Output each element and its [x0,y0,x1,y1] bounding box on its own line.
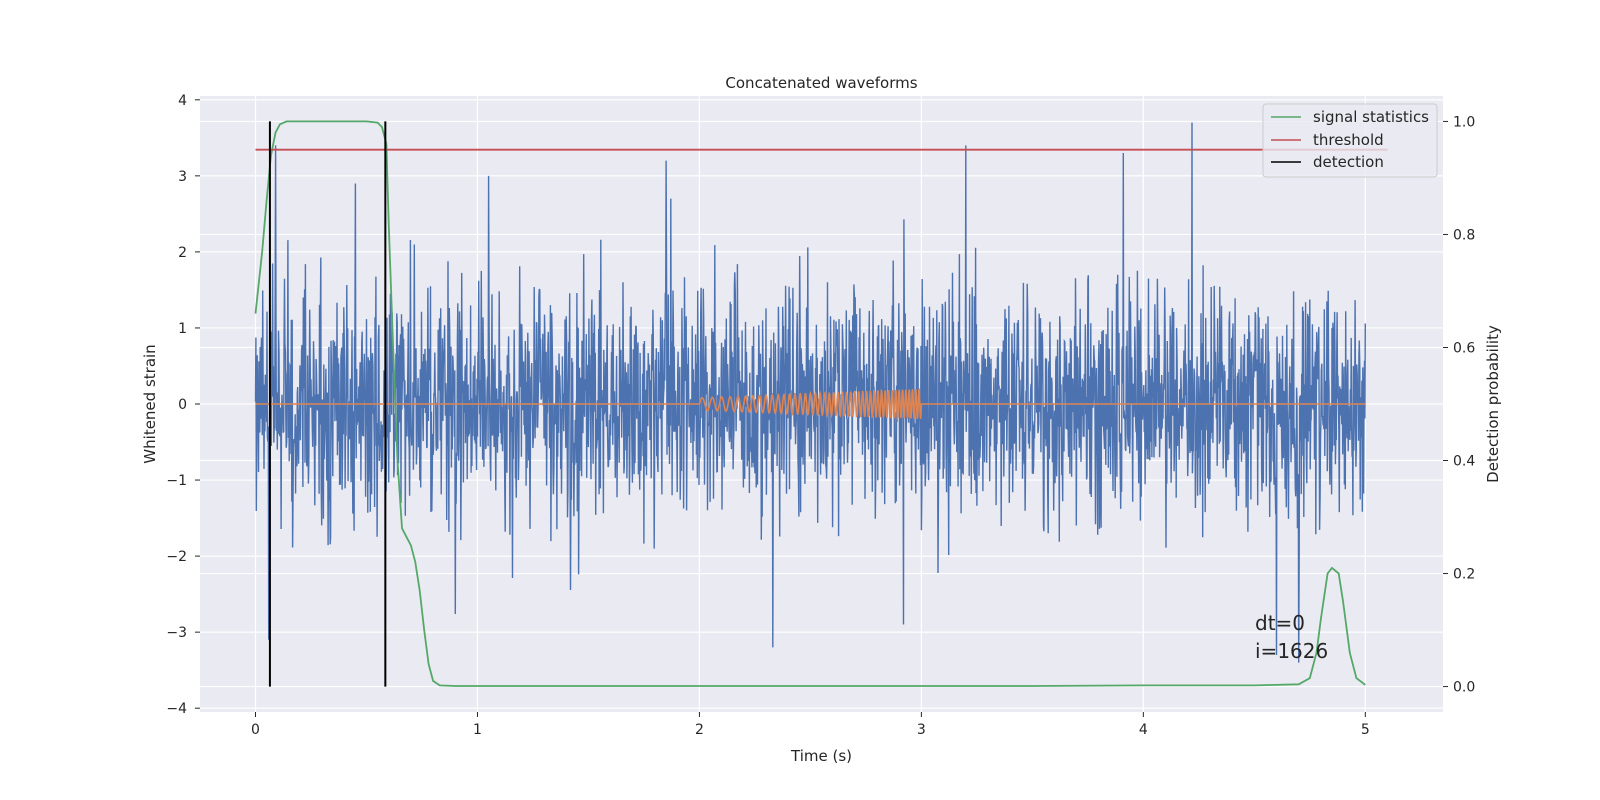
annotation-index: i=1626 [1255,639,1328,663]
annotation-dt: dt=0 [1255,611,1305,635]
x-axis-label: Time (s) [790,747,852,765]
x-tick-label: 5 [1361,722,1370,738]
y-tick-label: 3 [178,169,187,185]
legend-label-detection: detection [1313,153,1384,171]
x-axis: 0 1 2 3 4 5 [251,712,1370,738]
chart-title: Concatenated waveforms [725,74,917,92]
series-layer [254,120,1388,687]
legend-label-threshold: threshold [1313,131,1384,149]
x-tick-label: 4 [1139,722,1148,738]
y-axis-label: Whitened strain [141,344,159,463]
legend-box [1262,103,1438,178]
y-right-tick-label: 0.0 [1453,680,1475,696]
signal-statistics-line [254,120,1366,687]
y-right-tick-label: 0.2 [1453,567,1475,583]
y-tick-label: 1 [178,321,187,337]
y-tick-label: 2 [178,245,187,261]
y-right-tick-label: 0.8 [1453,227,1475,243]
y-tick-label: −2 [166,549,187,565]
y-right-tick-label: 0.6 [1453,340,1475,356]
left-axis: −4 −3 −2 −1 0 1 2 3 4 [166,93,200,717]
legend-label-signal-statistics: signal statistics [1313,108,1429,126]
y-tick-label: −1 [166,473,187,489]
x-tick-label: 3 [917,722,926,738]
y-right-tick-label: 0.4 [1453,454,1475,470]
right-axis: 0.0 0.2 0.4 0.6 0.8 1.0 [1443,114,1475,696]
x-tick-label: 1 [473,722,482,738]
x-tick-label: 2 [695,722,704,738]
y-axis-right-label: Detection probability [1484,325,1502,483]
y-right-tick-label: 1.0 [1453,114,1475,130]
y-tick-label: 0 [178,397,187,413]
y-tick-label: −4 [166,701,187,717]
y-tick-label: −3 [166,625,187,641]
x-tick-label: 0 [251,722,260,738]
injected-waveform-line [255,387,1366,421]
y-tick-label: 4 [178,93,187,109]
whitened-strain-line [254,122,1366,663]
legend: signal statistics threshold detection [1262,103,1438,178]
